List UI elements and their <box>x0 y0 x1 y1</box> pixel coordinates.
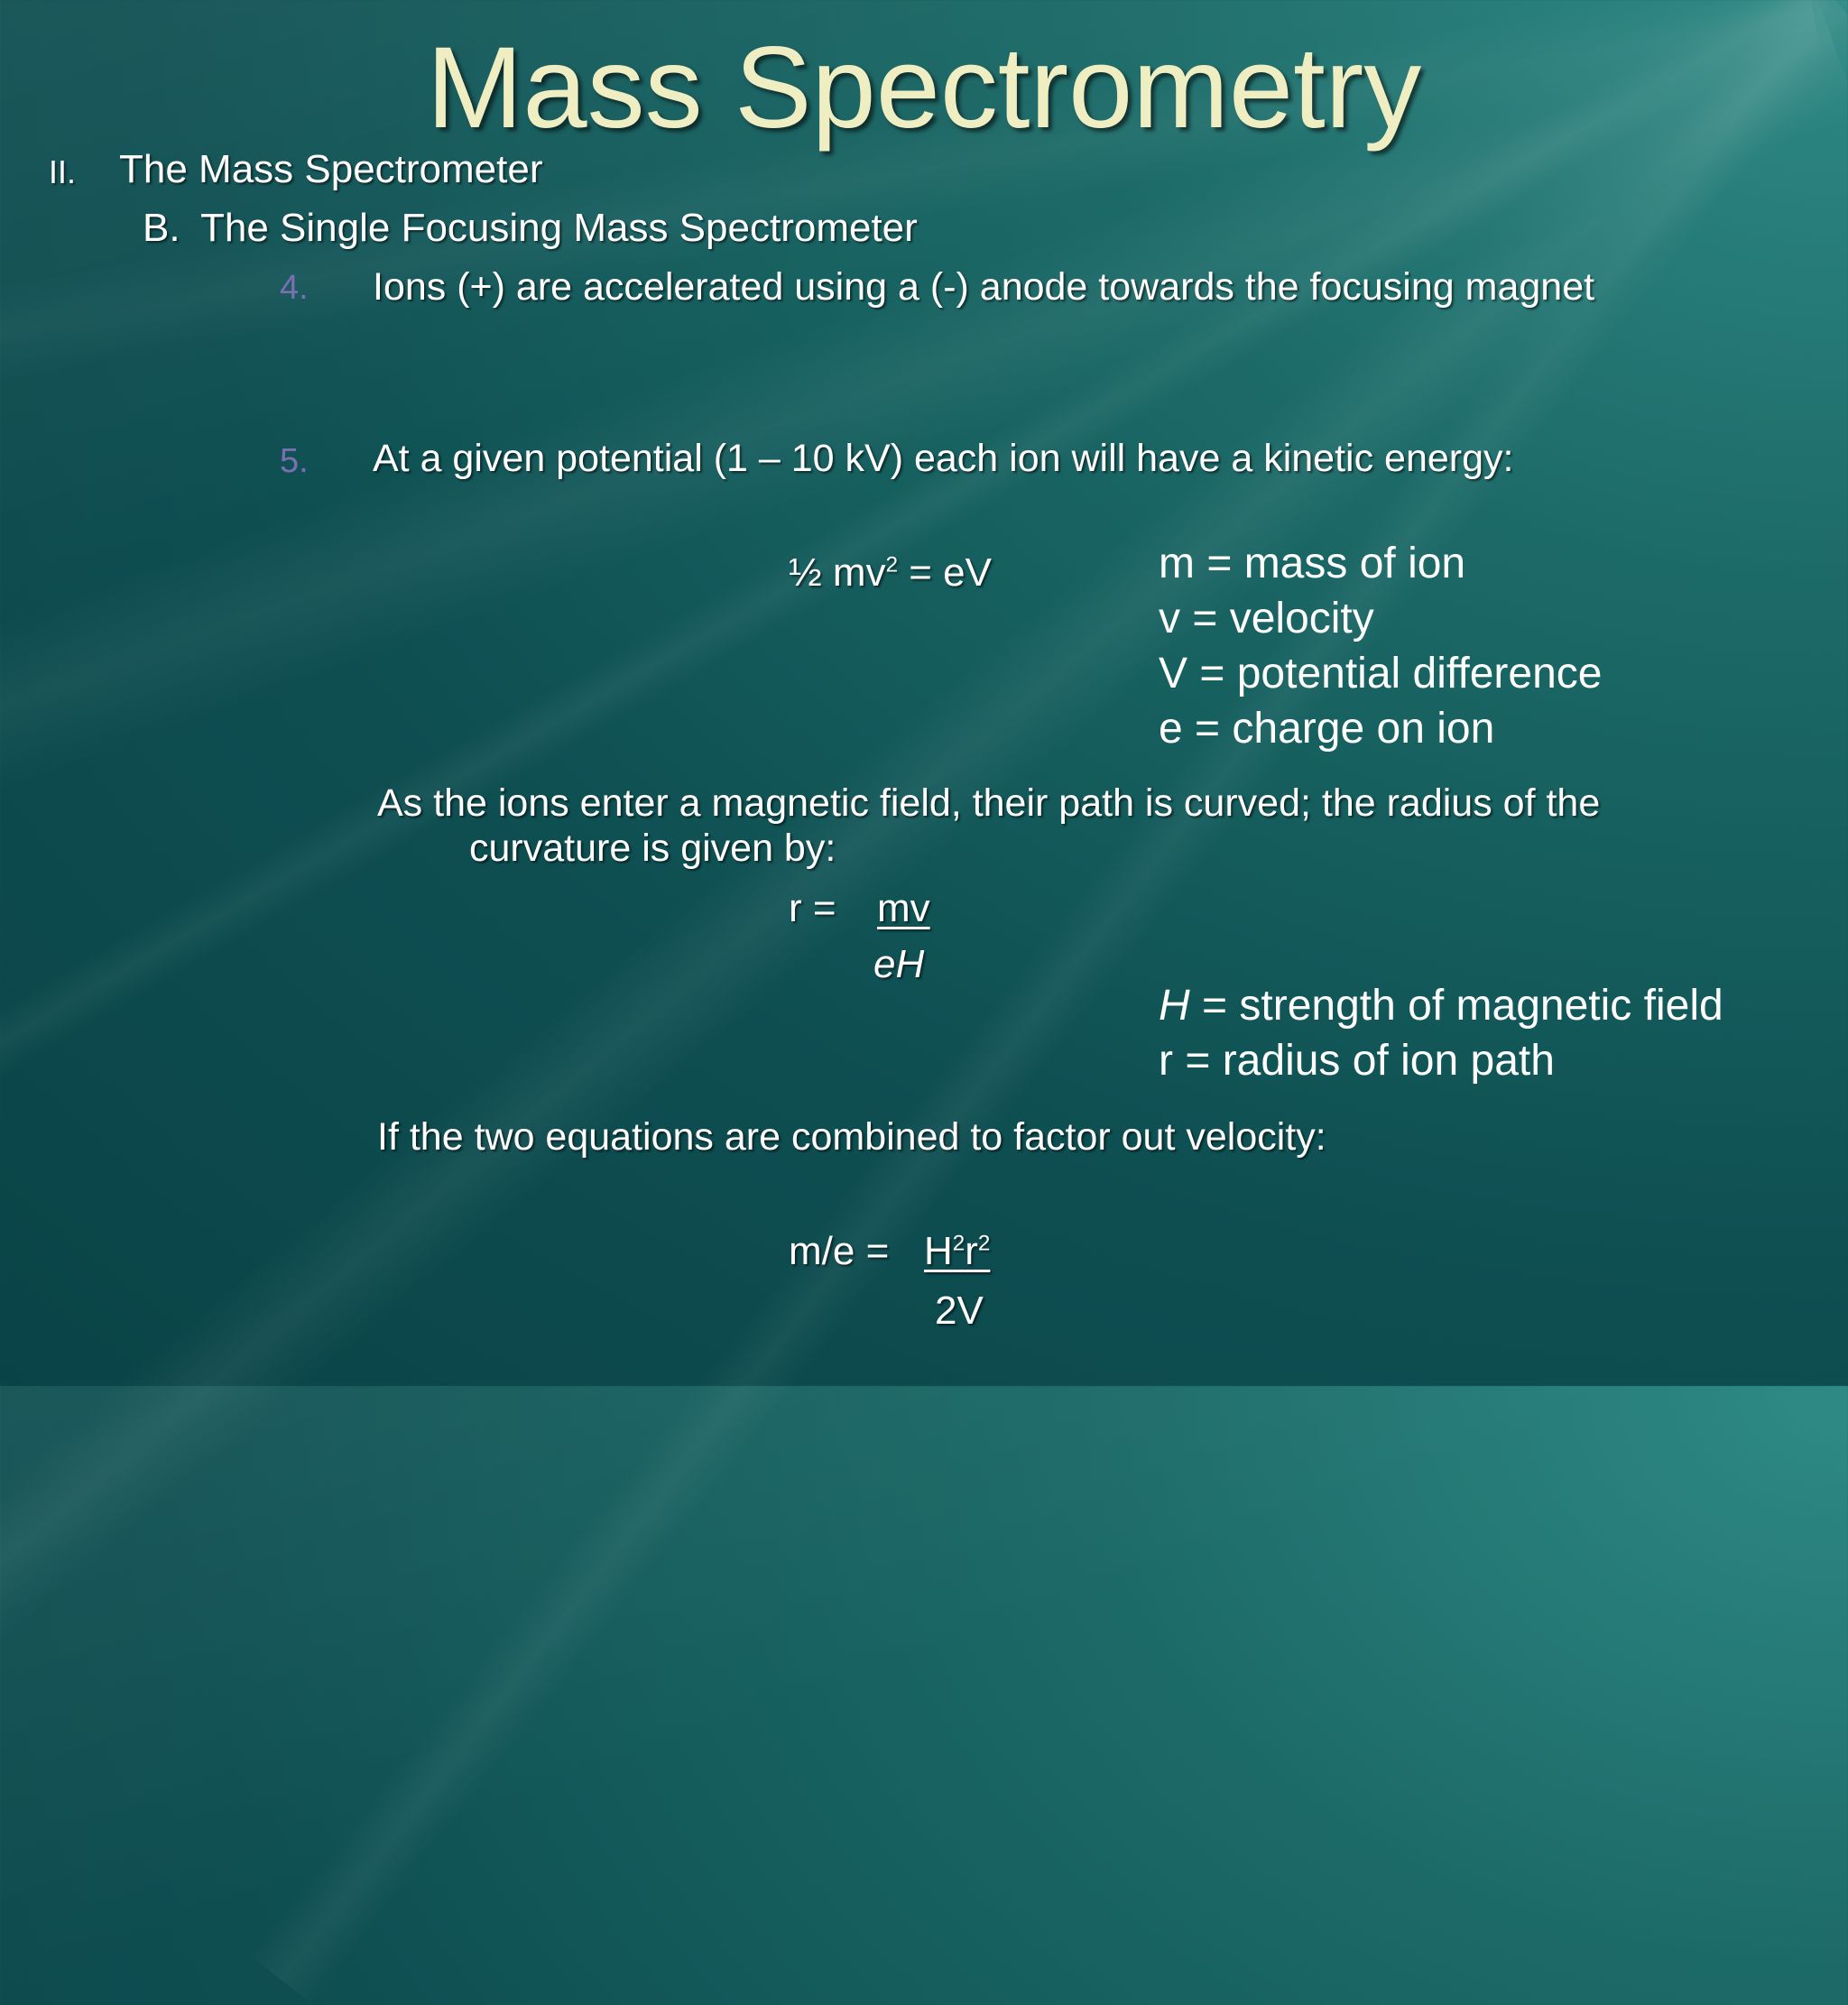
slide-title: Mass Spectrometry <box>426 23 1422 152</box>
outline-level2-marker: B. <box>143 206 180 250</box>
magnetic-field-paragraph-line2: curvature is given by: <box>469 827 836 870</box>
variables-legend: m = mass of ion v = velocity V = potenti… <box>1159 536 1602 756</box>
equation2-numerator: mv <box>877 886 930 930</box>
item-5-number: 5. <box>280 442 309 480</box>
legend-item-radius: r = radius of ion path <box>1159 1037 1555 1085</box>
legend-item-mass: m = mass of ion <box>1159 540 1466 587</box>
equation3-numerator: H2r2 <box>924 1229 991 1273</box>
outline-level1-marker: II. <box>49 153 77 190</box>
equation3-lhs: m/e = <box>789 1229 890 1273</box>
outline-level2-text: The Single Focusing Mass Spectrometer <box>200 206 918 250</box>
legend-item-charge: e = charge on ion <box>1159 705 1495 753</box>
item-5-text: At a given potential (1 – 10 kV) each io… <box>373 437 1514 480</box>
combined-equations-paragraph: If the two equations are combined to fac… <box>377 1115 1326 1159</box>
kinetic-energy-equation: ½ mv2 = eV <box>789 550 992 596</box>
equation2-lhs: r = <box>789 886 836 930</box>
magnetic-legend: H = strength of magnetic field r = radiu… <box>1159 978 1723 1088</box>
equation1-exponent: 2 <box>885 552 899 577</box>
equation2-denominator: eH <box>873 942 925 986</box>
item-4-text: Ions (+) are accelerated using a (-) ano… <box>373 265 1595 309</box>
legend-symbol-h: H <box>1159 982 1190 1030</box>
equation1-rhs: = eV <box>898 550 992 595</box>
equation1-lhs: ½ mv <box>789 550 886 595</box>
item-4-number: 4. <box>280 269 309 307</box>
legend-item-field-strength: H = strength of magnetic field <box>1159 982 1723 1030</box>
legend-item-potential: V = potential difference <box>1159 650 1603 698</box>
outline-level1-text: The Mass Spectrometer <box>119 147 543 191</box>
equation3-denominator: 2V <box>935 1289 984 1333</box>
legend-item-velocity: v = velocity <box>1159 595 1374 642</box>
legend-symbol-r: r <box>1159 1037 1173 1085</box>
magnetic-field-paragraph-line1: As the ions enter a magnetic field, thei… <box>377 781 1601 825</box>
